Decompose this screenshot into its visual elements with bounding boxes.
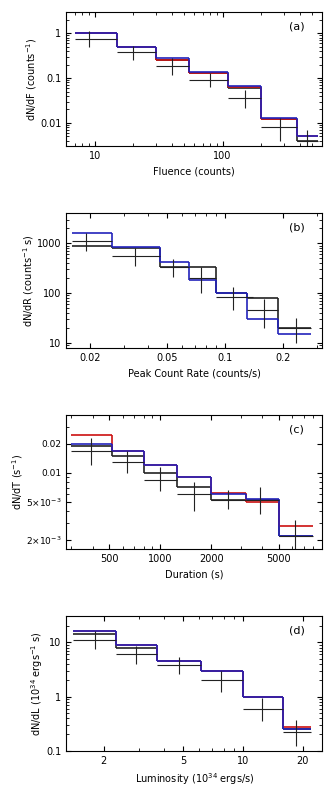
Text: (b): (b) <box>289 223 304 233</box>
Text: (a): (a) <box>289 22 304 31</box>
X-axis label: Fluence (counts): Fluence (counts) <box>153 167 235 177</box>
Text: (d): (d) <box>289 626 305 636</box>
Y-axis label: dN/dL (10$^{34}$ ergs$^{-1}$ s): dN/dL (10$^{34}$ ergs$^{-1}$ s) <box>29 631 45 736</box>
X-axis label: Luminosity (10$^{34}$ ergs/s): Luminosity (10$^{34}$ ergs/s) <box>134 771 254 787</box>
X-axis label: Duration (s): Duration (s) <box>165 570 223 579</box>
Y-axis label: dN/dR (counts$^{-1}$ s): dN/dR (counts$^{-1}$ s) <box>21 234 36 327</box>
Y-axis label: dN/dT (s$^{-1}$): dN/dT (s$^{-1}$) <box>10 454 25 510</box>
Text: (c): (c) <box>289 425 304 434</box>
Y-axis label: dN/dF (counts$^{-1}$): dN/dF (counts$^{-1}$) <box>24 37 39 121</box>
X-axis label: Peak Count Rate (counts/s): Peak Count Rate (counts/s) <box>128 368 261 379</box>
